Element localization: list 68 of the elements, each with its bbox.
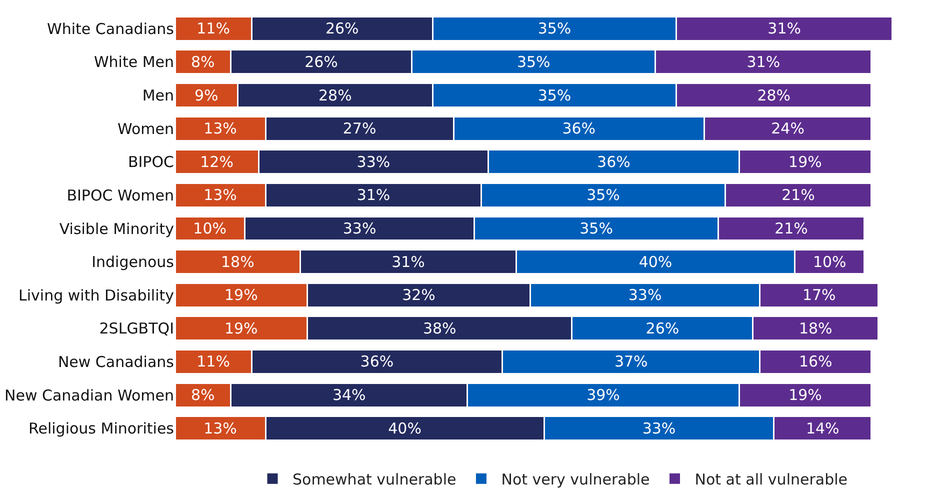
- data-label: 10%: [812, 252, 846, 271]
- data-label: 33%: [342, 219, 376, 238]
- data-label: 26%: [304, 52, 338, 71]
- data-label: 37%: [614, 352, 648, 371]
- data-label: 18%: [799, 319, 832, 338]
- data-label: 36%: [360, 352, 394, 371]
- data-label: 35%: [586, 186, 620, 204]
- data-label: 28%: [318, 86, 352, 104]
- data-label: 36%: [597, 152, 630, 171]
- data-label: 17%: [802, 286, 836, 304]
- data-label: 13%: [204, 419, 237, 438]
- data-label: 19%: [788, 386, 822, 404]
- data-label: 8%: [190, 386, 215, 404]
- y-tick-label: White Men: [94, 53, 174, 72]
- data-label: 13%: [204, 186, 237, 204]
- data-label: 40%: [388, 419, 422, 438]
- y-tick-label: New Canadian Women: [4, 386, 174, 404]
- data-label: 9%: [194, 86, 218, 104]
- data-label: 32%: [402, 286, 436, 304]
- data-label: 11%: [196, 20, 230, 38]
- y-tick-label: Indigenous: [92, 253, 174, 272]
- data-label: 33%: [628, 286, 662, 304]
- data-label: 24%: [771, 120, 804, 138]
- data-label: 31%: [768, 20, 801, 38]
- data-label: 28%: [757, 86, 791, 104]
- y-tick-label: New Canadians: [58, 352, 174, 371]
- data-label: 35%: [538, 86, 572, 104]
- data-label: 36%: [562, 120, 596, 138]
- data-label: 11%: [196, 352, 230, 371]
- y-tick-label: Men: [142, 86, 174, 105]
- data-label: 8%: [190, 52, 215, 71]
- data-label: 19%: [224, 286, 258, 304]
- data-label: 21%: [782, 186, 815, 204]
- data-label: 18%: [221, 252, 254, 271]
- data-label: 31%: [392, 252, 425, 271]
- y-tick-label: 2SLGBTQI: [99, 320, 174, 338]
- data-label: 13%: [204, 120, 237, 138]
- data-label: 16%: [799, 352, 832, 371]
- data-label: 27%: [342, 120, 376, 138]
- y-tick-label: White Canadians: [47, 20, 174, 38]
- y-tick-label: Religious Minorities: [28, 420, 174, 438]
- legend-label: Not at all vulnerable: [694, 470, 848, 488]
- legend-label: Somewhat vulnerable: [292, 470, 456, 488]
- data-label: 31%: [746, 52, 780, 71]
- y-tick-label: Visible Minority: [59, 220, 174, 238]
- data-label: 19%: [788, 152, 822, 171]
- data-label: 14%: [806, 419, 840, 438]
- y-tick-label: BIPOC Women: [66, 186, 174, 204]
- legend-label: Not very vulnerable: [501, 470, 650, 488]
- data-label: 12%: [200, 152, 234, 171]
- data-label: 38%: [422, 319, 456, 338]
- data-label: 35%: [516, 52, 550, 71]
- y-tick-label: BIPOC: [128, 153, 174, 172]
- data-label: 35%: [580, 219, 613, 238]
- data-label: 40%: [638, 252, 672, 271]
- data-label: 26%: [325, 20, 359, 38]
- data-label: 21%: [774, 219, 808, 238]
- y-tick-label: Living with Disability: [18, 286, 174, 304]
- data-label: 19%: [224, 319, 258, 338]
- data-label: 33%: [642, 419, 676, 438]
- data-label: 39%: [586, 386, 620, 404]
- data-label: 10%: [193, 219, 226, 238]
- data-label: 26%: [646, 319, 680, 338]
- data-label: 33%: [356, 152, 390, 171]
- data-label: 34%: [332, 386, 366, 404]
- y-tick-label: Women: [118, 120, 174, 138]
- data-label: 35%: [538, 20, 572, 38]
- data-label: 31%: [356, 186, 390, 204]
